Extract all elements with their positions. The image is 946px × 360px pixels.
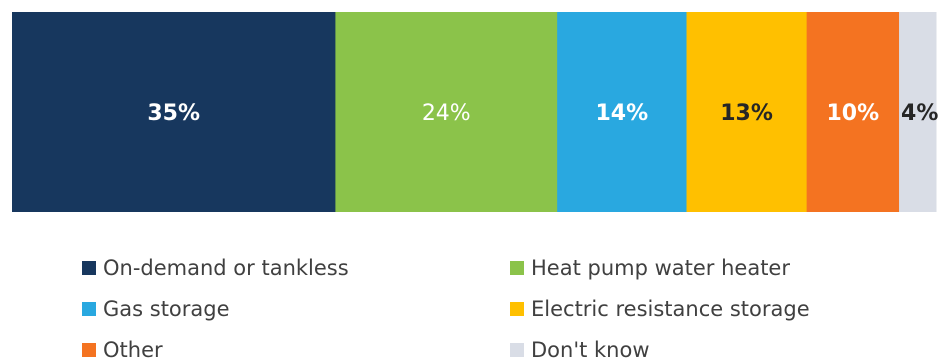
legend-item-on-demand-or-tankless: On-demand or tankless [82,256,349,280]
legend-swatch-don-t-know [510,343,524,357]
legend-label-don-t-know: Don't know [531,338,650,360]
bar-segment-electric-resistance-storage [686,12,808,212]
data-label-group: 35% 24% 14% 13% 10% 4% [147,101,938,126]
legend-swatch-gas-storage [82,302,96,316]
data-label-other: 10% [827,101,880,126]
data-label-on-demand-or-tankless: 35% [147,101,200,126]
legend-item-gas-storage: Gas storage [82,297,230,321]
legend-item-other: Other [82,338,163,360]
legend-item-heat-pump-water-heater: Heat pump water heater [510,256,790,280]
bar-group [12,12,937,212]
legend-swatch-electric-resistance-storage [510,302,524,316]
bar-segment-heat-pump-water-heater [335,12,558,212]
legend-label-electric-resistance-storage: Electric resistance storage [531,297,810,321]
bar-segment-on-demand-or-tankless [12,12,336,212]
legend: On-demand or tankless Heat pump water hea… [82,256,810,360]
bar-segment-gas-storage [557,12,688,212]
legend-label-other: Other [103,338,163,360]
legend-item-electric-resistance-storage: Electric resistance storage [510,297,810,321]
bar-segment-other [806,12,900,212]
legend-item-don-t-know: Don't know [510,338,650,360]
legend-swatch-heat-pump-water-heater [510,261,524,275]
legend-label-gas-storage: Gas storage [103,297,230,321]
data-label-don-t-know: 4% [901,101,938,126]
data-label-gas-storage: 14% [596,101,649,126]
legend-swatch-other [82,343,96,357]
legend-label-heat-pump-water-heater: Heat pump water heater [531,256,790,280]
bar-segment-don-t-know [899,12,937,212]
legend-label-on-demand-or-tankless: On-demand or tankless [103,256,349,280]
data-label-heat-pump-water-heater: 24% [422,101,471,126]
legend-swatch-on-demand-or-tankless [82,261,96,275]
data-label-electric-resistance-storage: 13% [720,101,773,126]
